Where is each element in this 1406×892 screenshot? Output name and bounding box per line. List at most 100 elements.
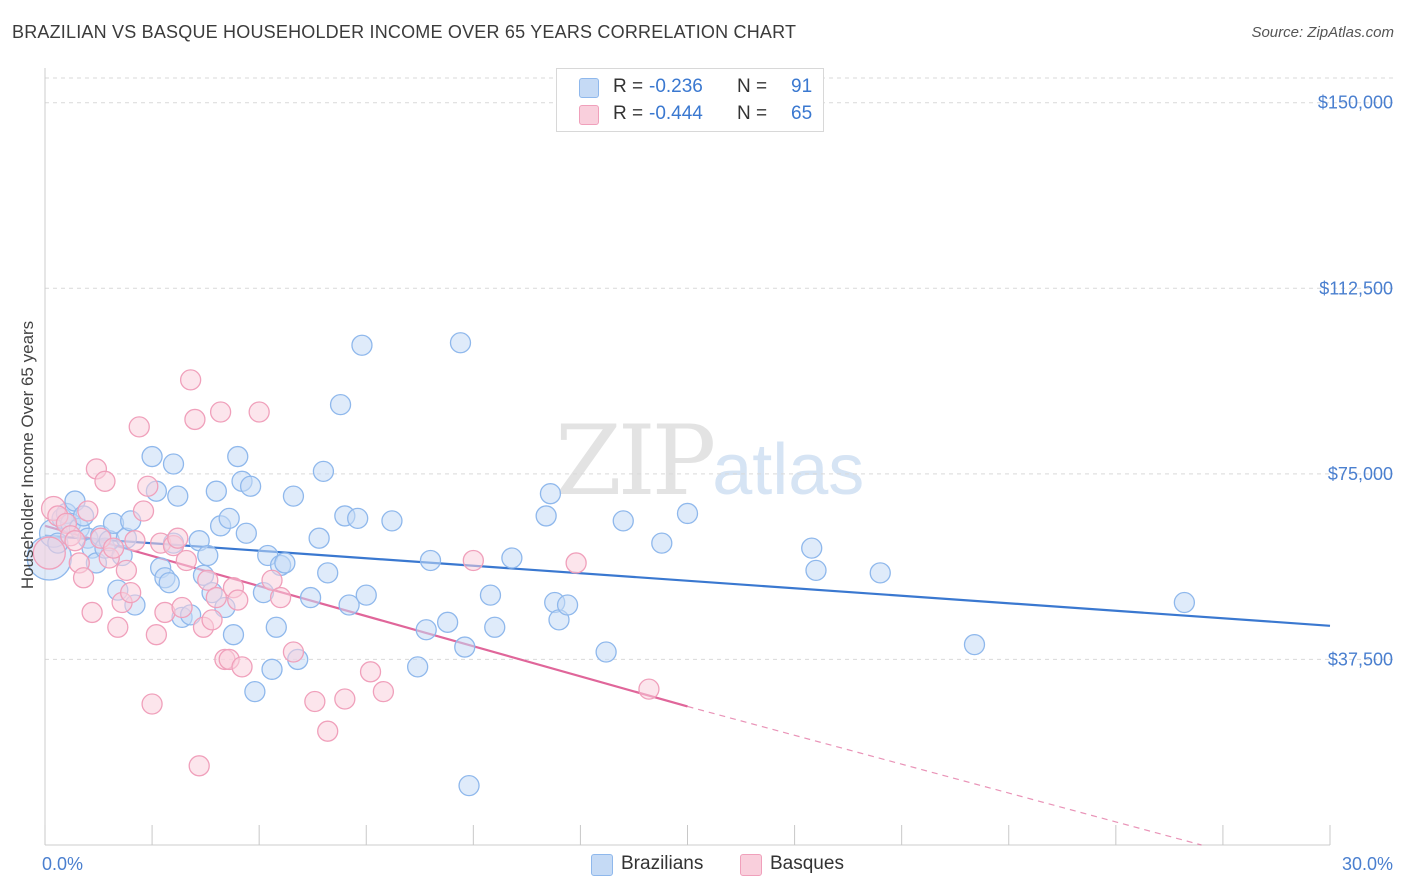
point-brazilians [458, 774, 480, 797]
legend-n-value: 91 [791, 76, 813, 97]
point-brazilians [556, 594, 579, 616]
point-basques [282, 641, 305, 663]
axes [44, 68, 1331, 846]
point-basques [334, 688, 356, 710]
point-brazilians [162, 453, 185, 475]
point-brazilians [222, 624, 245, 646]
point-basques [72, 567, 95, 589]
point-basques [227, 589, 249, 611]
point-basques [565, 552, 587, 574]
correlation-legend: R = -0.236 N = 91 R = -0.444 N = 65 [556, 68, 824, 132]
trend-lines [44, 524, 1331, 846]
legend-swatch-brazilians [591, 854, 613, 876]
x-tick-label: 0.0% [42, 854, 83, 874]
legend-label-basques: Basques [770, 853, 844, 874]
watermark-zip: ZIP [555, 405, 716, 517]
point-brazilians [535, 505, 557, 527]
point-brazilians [274, 552, 296, 574]
x-tick-label: 30.0% [1342, 854, 1393, 874]
point-brazilians [355, 584, 377, 606]
point-brazilians [205, 480, 227, 502]
point-basques [304, 690, 326, 713]
point-brazilians [1173, 591, 1196, 614]
trend-line-extension-basques [687, 705, 1202, 846]
point-basques [115, 559, 138, 582]
point-brazilians [479, 584, 502, 606]
point-basques [102, 537, 125, 559]
data-points [26, 332, 1196, 797]
point-brazilians [218, 507, 240, 530]
point-brazilians [381, 510, 403, 532]
point-brazilians [197, 544, 219, 567]
point-brazilians [419, 549, 442, 572]
point-brazilians [167, 485, 189, 507]
point-brazilians [235, 522, 257, 544]
point-brazilians [244, 680, 266, 703]
point-brazilians [651, 532, 673, 554]
point-basques [81, 601, 103, 624]
point-basques [317, 720, 339, 742]
point-brazilians [338, 594, 360, 616]
point-basques [188, 755, 210, 777]
legend-n-label: N = [737, 103, 768, 124]
point-basques [145, 624, 168, 646]
tick-labels: $37,500 $75,000 $112,500 $150,000 0.0% 30.0% H… [18, 93, 1393, 874]
point-brazilians [484, 616, 506, 638]
legend-n-value: 65 [791, 103, 813, 124]
legend-r-label: R = [613, 76, 644, 97]
point-brazilians [317, 562, 339, 584]
point-basques [64, 530, 86, 552]
y-axis-label: Householder Income Over 65 years [18, 321, 37, 589]
point-brazilians [676, 502, 699, 525]
point-basques [77, 500, 99, 522]
grid-lines [45, 77, 1395, 660]
point-basques [209, 401, 232, 423]
legend-row-basques: R = -0.444 N = 65 [557, 101, 823, 127]
point-basques [171, 596, 193, 619]
point-brazilians [239, 475, 262, 497]
point-brazilians [501, 547, 523, 569]
point-basques [179, 369, 202, 391]
chart-title: BRAZILIAN VS BASQUE HOUSEHOLDER INCOME O… [12, 22, 797, 42]
point-brazilians [261, 658, 283, 680]
point-brazilians [454, 636, 476, 658]
point-brazilians [801, 537, 823, 559]
point-basques [132, 500, 155, 522]
point-brazilians [299, 586, 322, 609]
legend-label-brazilians: Brazilians [621, 853, 704, 874]
point-brazilians [539, 483, 562, 505]
point-basques [638, 678, 660, 700]
watermark: ZIPatlas [555, 405, 864, 517]
legend-row-brazilians: R = -0.236 N = 91 [557, 74, 823, 100]
point-basques [124, 530, 146, 552]
legend-swatch-basques [740, 854, 762, 876]
y-tick-label: $37,500 [1328, 649, 1393, 669]
point-brazilians [227, 445, 249, 468]
legend-swatch-basques [579, 105, 599, 125]
point-brazilians [282, 485, 305, 507]
legend-r-label: R = [613, 103, 644, 124]
point-basques [184, 408, 206, 431]
point-brazilians [158, 572, 180, 594]
y-tick-label: $75,000 [1328, 464, 1393, 484]
point-basques [359, 661, 382, 683]
legend-r-value: -0.236 [649, 76, 703, 97]
point-brazilians [406, 656, 429, 678]
y-tick-label: $112,500 [1319, 278, 1393, 298]
point-basques [175, 549, 198, 572]
point-basques [94, 470, 116, 492]
source-label: Source: ZipAtlas.com [1251, 24, 1394, 41]
point-brazilians [329, 393, 352, 416]
point-brazilians [308, 527, 330, 549]
watermark-atlas: atlas [712, 430, 865, 510]
point-basques [269, 586, 292, 609]
series-legend: Brazilians Basques [0, 852, 1406, 878]
point-basques [372, 680, 395, 703]
point-basques [32, 536, 66, 570]
legend-swatch-brazilians [579, 78, 599, 98]
point-brazilians [595, 641, 617, 663]
point-brazilians [436, 611, 459, 633]
point-brazilians [869, 562, 891, 584]
point-basques [197, 569, 219, 591]
